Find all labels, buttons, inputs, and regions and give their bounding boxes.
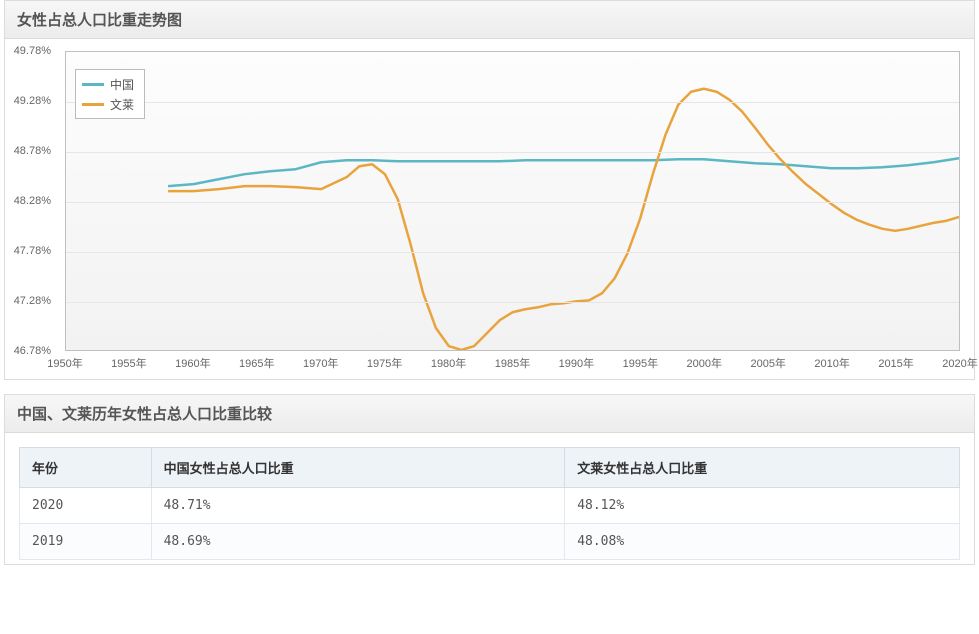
- table-body: 202048.71%48.12%201948.69%48.08%: [20, 488, 960, 560]
- legend-swatch: [82, 83, 104, 86]
- x-tick-label: 1990年: [559, 355, 594, 371]
- table-cell: 2019: [20, 524, 152, 560]
- gridline: [66, 102, 959, 103]
- legend-swatch: [82, 103, 104, 106]
- table-cell: 48.12%: [565, 488, 960, 524]
- table-col-header: 中国女性占总人口比重: [151, 448, 565, 488]
- table-cell: 48.71%: [151, 488, 565, 524]
- x-tick-label: 2015年: [878, 355, 913, 371]
- x-tick-label: 1955年: [111, 355, 146, 371]
- y-tick-label: 47.78%: [14, 245, 51, 257]
- chart-panel: 女性占总人口比重走势图 中国 文莱 46.78% 47.28% 47.78% 48.2…: [4, 0, 975, 380]
- legend-item: 文莱: [82, 94, 134, 114]
- x-tick-label: 1970年: [303, 355, 338, 371]
- y-tick-label: 49.28%: [14, 95, 51, 107]
- table-cell: 48.08%: [565, 524, 960, 560]
- chart-body: 中国 文莱 46.78% 47.28% 47.78% 48.28% 48.78% 49.2…: [5, 39, 974, 379]
- x-tick-label: 1960年: [175, 355, 210, 371]
- series-line: [168, 89, 959, 350]
- gridline: [66, 252, 959, 253]
- x-tick-label: 1985年: [495, 355, 530, 371]
- x-tick-label: 2000年: [687, 355, 722, 371]
- y-axis-labels: 46.78%47.28%47.78%48.28%48.78%49.28%49.7…: [5, 51, 55, 351]
- table-cell: 2020: [20, 488, 152, 524]
- table-row: 202048.71%48.12%: [20, 488, 960, 524]
- gridline: [66, 302, 959, 303]
- gridline: [66, 202, 959, 203]
- x-tick-label: 1975年: [367, 355, 402, 371]
- table-panel: 中国、文莱历年女性占总人口比重比较 年份 中国女性占总人口比重 文莱女性占总人口…: [4, 394, 975, 565]
- table-col-header: 年份: [20, 448, 152, 488]
- x-tick-label: 2010年: [814, 355, 849, 371]
- chart-legend: 中国 文莱: [75, 69, 145, 119]
- table-header-row: 年份 中国女性占总人口比重 文莱女性占总人口比重: [20, 448, 960, 488]
- chart-svg: [66, 52, 959, 350]
- table-row: 201948.69%48.08%: [20, 524, 960, 560]
- table-wrap: 年份 中国女性占总人口比重 文莱女性占总人口比重 202048.71%48.12…: [5, 433, 974, 564]
- gridline: [66, 152, 959, 153]
- table-title: 中国、文莱历年女性占总人口比重比较: [5, 395, 974, 433]
- x-tick-label: 1965年: [239, 355, 274, 371]
- legend-label: 文莱: [110, 96, 134, 113]
- table-cell: 48.69%: [151, 524, 565, 560]
- x-tick-label: 2020年: [942, 355, 977, 371]
- x-tick-label: 2005年: [750, 355, 785, 371]
- x-tick-label: 1995年: [623, 355, 658, 371]
- y-tick-label: 48.78%: [14, 145, 51, 157]
- x-axis-labels: 1950年1955年1960年1965年1970年1975年1980年1985年…: [65, 351, 960, 373]
- data-table: 年份 中国女性占总人口比重 文莱女性占总人口比重 202048.71%48.12…: [19, 447, 960, 560]
- y-tick-label: 46.78%: [14, 345, 51, 357]
- table-col-header: 文莱女性占总人口比重: [565, 448, 960, 488]
- y-tick-label: 47.28%: [14, 295, 51, 307]
- legend-label: 中国: [110, 76, 134, 93]
- chart-title: 女性占总人口比重走势图: [5, 1, 974, 39]
- y-tick-label: 48.28%: [14, 195, 51, 207]
- x-tick-label: 1950年: [47, 355, 82, 371]
- x-tick-label: 1980年: [431, 355, 466, 371]
- legend-item: 中国: [82, 74, 134, 94]
- series-line: [168, 158, 959, 186]
- chart-plot-area: [65, 51, 960, 351]
- y-tick-label: 49.78%: [14, 45, 51, 57]
